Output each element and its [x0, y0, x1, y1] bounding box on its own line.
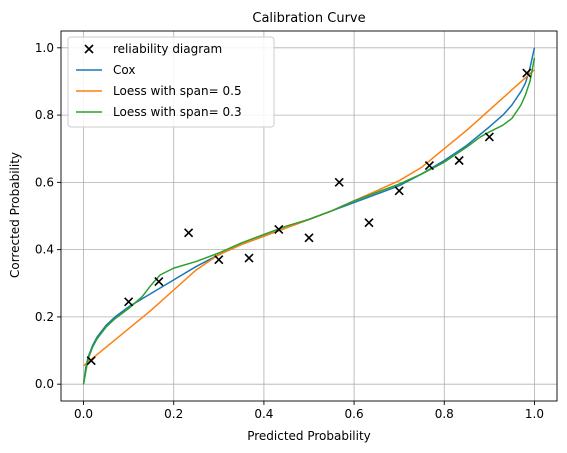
y-tick-label: 0.4 — [35, 243, 54, 257]
y-tick-label: 1.0 — [35, 41, 54, 55]
legend-label: reliability diagram — [113, 42, 222, 56]
y-tick-label: 0.0 — [35, 377, 54, 391]
y-tick-label: 0.2 — [35, 310, 54, 324]
x-axis-label: Predicted Probability — [247, 429, 371, 443]
chart-title: Calibration Curve — [252, 11, 365, 26]
x-tick-label: 1.0 — [525, 407, 544, 421]
x-tick-label: 0.8 — [435, 407, 454, 421]
y-axis-label: Corrected Probability — [8, 152, 22, 278]
x-tick-label: 0.2 — [164, 407, 183, 421]
legend-label: Loess with span= 0.5 — [113, 84, 242, 98]
legend: reliability diagram Cox Loess with span= 0… — [68, 37, 274, 127]
x-tick-label: 0.0 — [74, 407, 93, 421]
y-tick-label: 0.6 — [35, 175, 54, 189]
legend-label: Cox — [113, 63, 135, 77]
y-tick-label: 0.8 — [35, 108, 54, 122]
x-tick-label: 0.6 — [345, 407, 364, 421]
x-tick-label: 0.4 — [254, 407, 273, 421]
legend-label: Loess with span= 0.3 — [113, 105, 242, 119]
